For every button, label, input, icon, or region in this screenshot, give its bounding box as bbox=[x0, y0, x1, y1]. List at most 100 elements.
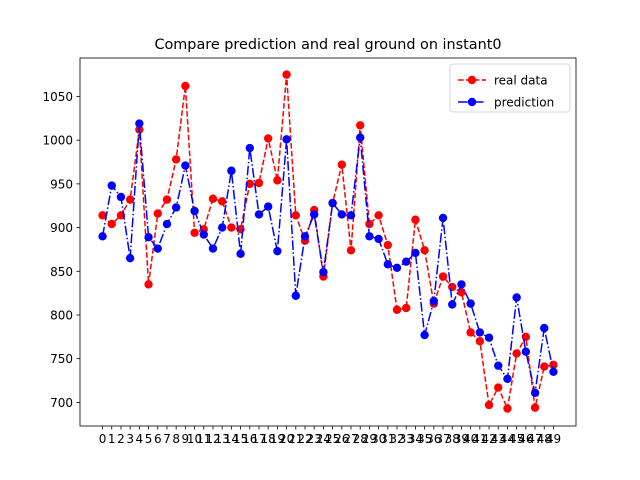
data-point-prediction bbox=[365, 232, 374, 241]
y-tick-label: 950 bbox=[50, 177, 73, 191]
y-tick-label: 700 bbox=[50, 396, 73, 410]
data-point-real-data bbox=[98, 211, 107, 220]
y-tick-label: 1000 bbox=[42, 134, 73, 148]
data-point-prediction bbox=[153, 244, 162, 253]
y-axis: 700 750 800 850 900 950 1000 1050 bbox=[42, 90, 80, 410]
data-point-prediction bbox=[208, 244, 218, 253]
legend-label-prediction: prediction bbox=[494, 96, 554, 110]
x-tick-label: 42 bbox=[481, 432, 496, 446]
data-point-real-data bbox=[107, 219, 116, 229]
x-tick-label: 24 bbox=[316, 432, 331, 446]
x-tick-label: 14 bbox=[224, 432, 239, 446]
data-point-prediction bbox=[291, 291, 300, 300]
data-point-prediction bbox=[98, 232, 107, 241]
legend: real data prediction bbox=[449, 63, 571, 113]
x-tick-label: 28 bbox=[353, 432, 368, 446]
data-point-prediction bbox=[383, 260, 393, 269]
data-point-real-data bbox=[144, 280, 153, 289]
data-point-real-data bbox=[227, 223, 236, 232]
data-point-prediction bbox=[162, 219, 172, 229]
data-point-real-data bbox=[217, 197, 227, 206]
data-point-prediction bbox=[181, 161, 190, 170]
x-axis: 0 1 2 3 4 5 6 7 8 9101112131415161718192021222324… bbox=[99, 426, 561, 446]
x-tick-label: 23 bbox=[307, 432, 322, 446]
x-tick-label: 34 bbox=[408, 432, 423, 446]
data-point-prediction bbox=[199, 230, 208, 239]
data-point-prediction bbox=[530, 388, 540, 397]
data-point-prediction bbox=[217, 223, 227, 232]
y-tick-label: 1050 bbox=[42, 90, 73, 104]
data-point-prediction bbox=[457, 280, 466, 289]
data-point-prediction bbox=[319, 267, 328, 277]
data-point-prediction bbox=[171, 203, 181, 212]
data-point-prediction bbox=[346, 211, 356, 220]
data-point-real-data bbox=[392, 305, 402, 314]
data-point-prediction bbox=[236, 249, 245, 259]
x-tick-label: 10 bbox=[187, 432, 202, 446]
x-tick-label: 26 bbox=[334, 432, 349, 446]
data-point-prediction bbox=[392, 263, 402, 272]
data-point-real-data bbox=[190, 228, 199, 238]
x-tick-label: 41 bbox=[472, 432, 487, 446]
x-tick-label: 16 bbox=[242, 432, 257, 446]
y-tick-label: 900 bbox=[50, 221, 73, 235]
x-tick-label: 33 bbox=[399, 432, 414, 446]
data-point-real-data bbox=[494, 383, 503, 392]
data-point-prediction bbox=[512, 293, 521, 302]
data-point-prediction bbox=[190, 206, 199, 216]
data-point-prediction bbox=[273, 246, 282, 256]
x-tick-label: 37 bbox=[435, 432, 450, 446]
x-tick-label: 30 bbox=[371, 432, 386, 446]
legend-item-real-data: real data bbox=[458, 74, 548, 88]
data-point-real-data bbox=[365, 219, 374, 229]
data-point-prediction bbox=[420, 330, 429, 340]
data-point-prediction bbox=[503, 374, 512, 383]
data-point-prediction bbox=[337, 210, 347, 219]
data-point-prediction bbox=[144, 232, 153, 242]
data-point-prediction bbox=[484, 333, 494, 342]
x-tick-label: 29 bbox=[362, 432, 377, 446]
data-point-prediction bbox=[282, 135, 291, 144]
series-layer bbox=[98, 70, 558, 413]
x-tick-label: 38 bbox=[445, 432, 460, 446]
chart-title: Compare prediction and real ground on in… bbox=[154, 37, 501, 53]
y-tick-label: 750 bbox=[50, 352, 73, 366]
data-point-real-data bbox=[484, 400, 494, 410]
data-point-real-data bbox=[521, 332, 531, 342]
x-tick-label: 47 bbox=[527, 432, 542, 446]
data-point-prediction bbox=[521, 347, 531, 356]
data-point-real-data bbox=[263, 134, 273, 143]
x-tick-label: 6 bbox=[154, 432, 162, 446]
data-point-prediction bbox=[411, 248, 420, 258]
data-point-prediction bbox=[227, 166, 236, 175]
data-point-prediction bbox=[540, 323, 549, 333]
data-point-real-data bbox=[530, 403, 540, 412]
data-point-real-data bbox=[356, 121, 365, 130]
x-tick-label: 1 bbox=[108, 432, 116, 446]
x-tick-label: 17 bbox=[251, 432, 266, 446]
x-tick-label: 9 bbox=[182, 432, 190, 446]
data-point-real-data bbox=[208, 194, 218, 203]
data-point-prediction bbox=[374, 234, 383, 244]
series-prediction bbox=[98, 119, 558, 397]
data-point-prediction bbox=[107, 181, 116, 190]
data-point-real-data bbox=[475, 337, 485, 346]
data-point-real-data bbox=[337, 160, 347, 169]
legend-marker-real-data bbox=[467, 75, 477, 85]
data-point-prediction bbox=[245, 143, 254, 153]
data-point-real-data bbox=[291, 211, 300, 220]
data-point-prediction bbox=[429, 296, 439, 306]
legend-marker-prediction bbox=[467, 97, 477, 107]
data-point-real-data bbox=[162, 195, 172, 204]
y-tick-label: 850 bbox=[50, 265, 73, 279]
data-point-real-data bbox=[153, 209, 162, 218]
x-tick-label: 8 bbox=[172, 432, 180, 446]
x-tick-label: 25 bbox=[325, 432, 340, 446]
x-tick-label: 5 bbox=[145, 432, 153, 446]
x-tick-label: 18 bbox=[261, 432, 276, 446]
data-point-real-data bbox=[438, 272, 448, 281]
data-point-real-data bbox=[346, 246, 356, 255]
x-tick-label: 46 bbox=[518, 432, 533, 446]
x-tick-label: 49 bbox=[546, 432, 561, 446]
